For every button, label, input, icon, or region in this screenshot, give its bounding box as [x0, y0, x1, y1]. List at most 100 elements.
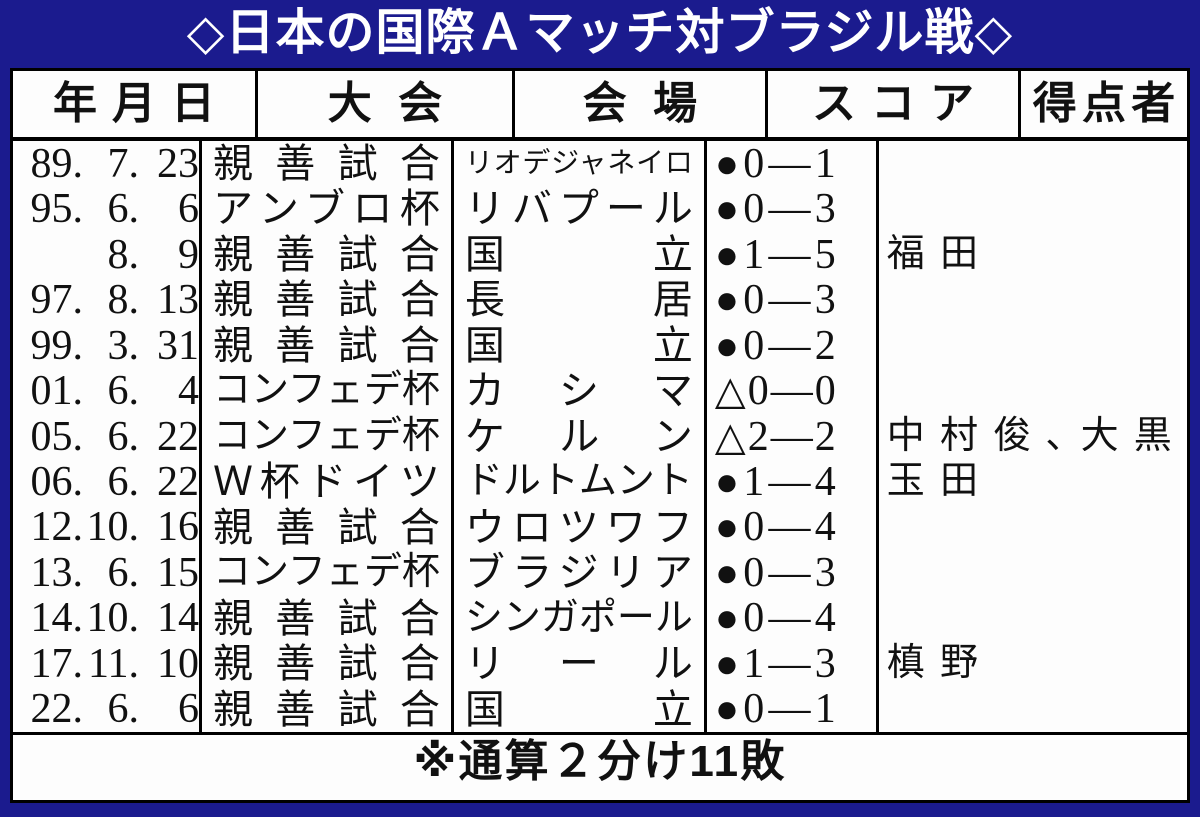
date-cell: 99. 3. 31 — [13, 322, 200, 369]
scorer-cell: 槙野 — [886, 642, 994, 685]
date-month: 6. — [107, 686, 140, 733]
venue-cell: シンガポール — [464, 596, 693, 639]
score-away: 4 — [814, 504, 836, 551]
score-dash: — — [768, 504, 811, 551]
column-date: 89. 7. 23 95. 6. 6 8. 9 97. 8. 13 99. 3. 31 01. 6. 4 05. 6… — [13, 141, 202, 732]
score-dash: — — [768, 595, 811, 642]
tournament-cell: 親善試合 — [213, 595, 440, 641]
date-day: 31 — [157, 322, 199, 369]
date-day: 22 — [157, 459, 199, 505]
score-home: 0 — [743, 141, 765, 187]
scorer-cell — [879, 186, 1187, 231]
date-month: 7. — [107, 141, 140, 187]
result-mark-icon: ● — [714, 459, 740, 505]
score-away: 3 — [814, 277, 836, 323]
score-home: 0 — [743, 504, 765, 551]
score-cell: ● 1—4 — [707, 459, 876, 504]
date-month: 6. — [107, 459, 140, 505]
tournament-cell: アンブロ杯 — [213, 186, 440, 232]
date-year: 14. — [30, 595, 84, 642]
score-away: 5 — [814, 231, 836, 278]
header-cell-score: スコア — [768, 71, 1021, 137]
date-day: 9 — [178, 231, 199, 278]
scorer-cell — [879, 277, 1187, 322]
score-dash: — — [768, 186, 811, 232]
date-year: 97. — [30, 277, 84, 323]
page-title: ◇日本の国際Ａマッチ対ブラジル戦◇ — [186, 6, 1014, 60]
score-cell: ● 0—1 — [707, 141, 876, 186]
score-home: 0 — [743, 686, 765, 733]
venue-cell: リバプール — [464, 186, 693, 232]
venue-cell: 長居 — [464, 277, 693, 323]
date-cell: 06. 6. 22 — [13, 459, 200, 505]
date-month: 6. — [107, 368, 140, 414]
scorer-cell — [879, 550, 1187, 595]
date-month: 6. — [107, 186, 140, 232]
score-home: 0 — [743, 322, 765, 369]
score-home: 0 — [743, 277, 765, 323]
scorer-cell: 福田 — [886, 232, 994, 275]
date-year: 17. — [30, 641, 84, 687]
venue-cell: ケルン — [464, 413, 693, 459]
result-mark-icon: △ — [714, 413, 746, 459]
score-home: 0 — [743, 550, 765, 596]
score-cell: ● 0—4 — [707, 596, 876, 641]
column-venue: リオデジャネイロ リバプール 国立 長居 国立 カシマ ケルン ドルトムント ウロツワフ ブラジリ… — [454, 141, 707, 732]
venue-cell: 国立 — [464, 231, 693, 277]
scorer-cell — [879, 596, 1187, 641]
tournament-cell: 親善試合 — [213, 277, 440, 323]
score-home: 0 — [743, 186, 765, 232]
date-day: 22 — [157, 413, 199, 460]
venue-cell: リール — [464, 641, 693, 687]
date-day: 16 — [157, 504, 199, 551]
table-header-row: 年月日 大会 会場 スコア 得点者 — [13, 71, 1187, 141]
tournament-cell: 親善試合 — [213, 504, 440, 550]
score-cell: △ 0—0 — [707, 368, 876, 413]
date-cell: 89. 7. 23 — [13, 141, 200, 187]
score-away: 2 — [814, 322, 836, 369]
score-home: 0 — [747, 368, 769, 414]
score-away: 1 — [814, 686, 836, 733]
score-dash: — — [768, 231, 811, 278]
date-month: 11. — [88, 641, 139, 687]
score-away: 3 — [814, 550, 836, 596]
scorer-cell — [879, 505, 1187, 550]
venue-cell: 国立 — [464, 322, 693, 368]
date-cell: 13. 6. 15 — [13, 550, 200, 596]
date-cell: 95. 6. 6 — [13, 186, 200, 232]
date-day: 6 — [178, 686, 199, 733]
score-away: 4 — [814, 459, 836, 505]
scorer-cell: 玉田 — [886, 460, 994, 503]
score-home: 0 — [743, 595, 765, 642]
score-cell: △ 2—2 — [707, 414, 876, 459]
date-month: 10. — [86, 595, 140, 642]
tournament-cell: Ｗ杯ドイツ — [213, 459, 440, 505]
date-month: 6. — [107, 550, 140, 596]
date-year: 13. — [30, 550, 84, 596]
tournament-cell: コンフェデ杯 — [213, 551, 440, 594]
date-cell: 22. 6. 6 — [13, 686, 200, 733]
venue-cell: ウロツワフ — [464, 504, 693, 550]
score-home: 1 — [743, 459, 765, 505]
match-table: 年月日 大会 会場 スコア 得点者 89. 7. 23 95. 6. 6 8. 9 97. 8. 1… — [10, 68, 1190, 803]
score-cell: ● 0—3 — [707, 550, 876, 595]
score-away: 0 — [814, 368, 836, 414]
score-away: 3 — [814, 186, 836, 232]
date-cell: 12. 10. 16 — [13, 504, 200, 551]
venue-cell: ブラジリア — [464, 550, 693, 596]
date-year: 01. — [30, 368, 84, 414]
date-month: 8. — [107, 277, 140, 323]
score-cell: ● 1—5 — [707, 232, 876, 277]
score-dash: — — [768, 686, 811, 733]
score-dash: — — [768, 550, 811, 596]
scorer-cell — [879, 687, 1187, 732]
date-month: 8. — [107, 231, 140, 278]
header-cell-date: 年月日 — [13, 71, 258, 137]
result-mark-icon: △ — [714, 368, 746, 414]
result-mark-icon: ● — [714, 504, 740, 550]
date-day: 4 — [178, 368, 199, 414]
date-day: 14 — [157, 595, 199, 642]
tournament-cell: コンフェデ杯 — [213, 414, 440, 457]
result-mark-icon: ● — [714, 231, 740, 277]
